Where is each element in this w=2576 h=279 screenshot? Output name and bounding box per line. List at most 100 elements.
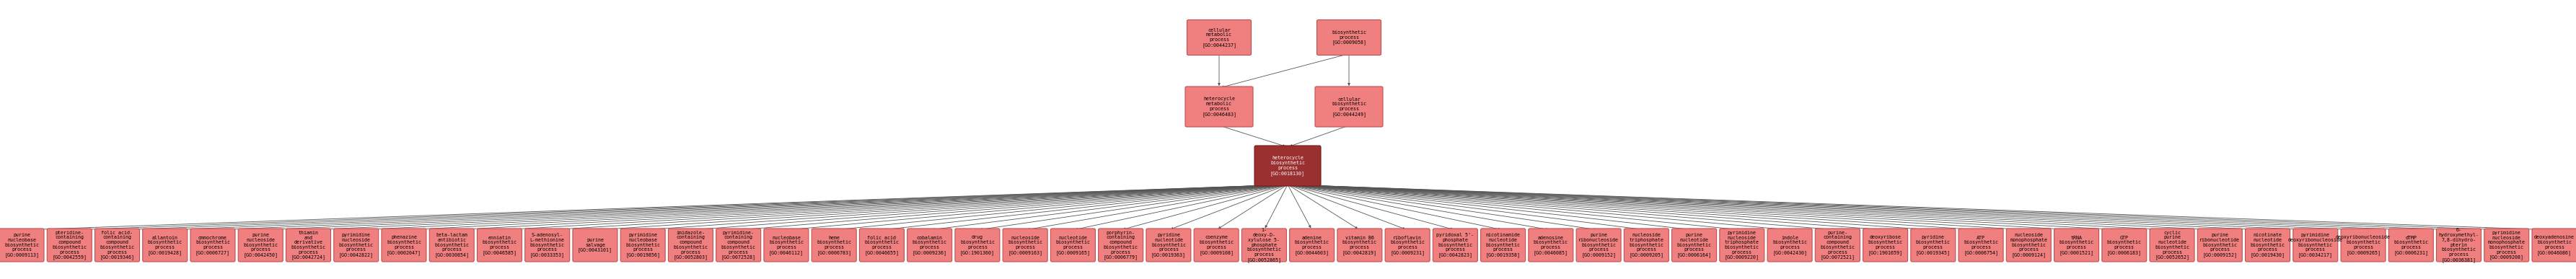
Text: pyrimidine
deoxyribonucleoside
biosynthetic
process
[GO:0034217]: pyrimidine deoxyribonucleoside biosynthe… <box>2287 233 2342 257</box>
Text: cobalamin
biosynthetic
process
[GO:0009236]: cobalamin biosynthetic process [GO:00092… <box>912 235 948 255</box>
Text: 1-
deoxy-D-
xylulose 5-
phosphate
biosynthetic
process
[GO:0052865]: 1- deoxy-D- xylulose 5- phosphate biosyn… <box>1247 228 1280 262</box>
FancyBboxPatch shape <box>1146 229 1190 262</box>
Text: folic acid
biosynthetic
process
[GO:0046655]: folic acid biosynthetic process [GO:0046… <box>866 235 899 255</box>
Text: adenine
biosynthetic
process
[GO:0044603]: adenine biosynthetic process [GO:0044603… <box>1296 235 1329 255</box>
FancyBboxPatch shape <box>0 229 44 262</box>
FancyBboxPatch shape <box>477 229 523 262</box>
FancyBboxPatch shape <box>1337 229 1383 262</box>
Text: dTMP
biosynthetic
process
[GO:0006231]: dTMP biosynthetic process [GO:0006231] <box>2393 235 2429 255</box>
Text: purine
nucleobase
biosynthetic
process
[GO:0009113]: purine nucleobase biosynthetic process [… <box>5 233 39 257</box>
FancyBboxPatch shape <box>95 229 139 262</box>
FancyBboxPatch shape <box>1528 229 1574 262</box>
Text: purine
nucleotide
biosynthetic
process
[GO:0006164]: purine nucleotide biosynthetic process [… <box>1677 233 1710 257</box>
FancyBboxPatch shape <box>572 229 618 262</box>
Text: riboflavin
biosynthetic
process
[GO:0009231]: riboflavin biosynthetic process [GO:0009… <box>1391 235 1425 255</box>
FancyBboxPatch shape <box>1316 86 1383 127</box>
Text: S-adenosyl-
L-methionine
biosynthetic
process
[GO:0033353]: S-adenosyl- L-methionine biosynthetic pr… <box>531 233 564 257</box>
Text: purine
ribonucleoside
biosynthetic
process
[GO:0009152]: purine ribonucleoside biosynthetic proce… <box>1579 233 1618 257</box>
FancyBboxPatch shape <box>1002 229 1048 262</box>
FancyBboxPatch shape <box>142 229 188 262</box>
FancyBboxPatch shape <box>430 229 474 262</box>
FancyBboxPatch shape <box>237 229 283 262</box>
FancyBboxPatch shape <box>2532 229 2576 262</box>
Text: ATP
biosynthetic
process
[GO:0006754]: ATP biosynthetic process [GO:0006754] <box>1963 235 1999 255</box>
FancyBboxPatch shape <box>1577 229 1620 262</box>
FancyBboxPatch shape <box>2197 229 2241 262</box>
FancyBboxPatch shape <box>2053 229 2099 262</box>
FancyBboxPatch shape <box>46 229 93 262</box>
Text: pyrimidine
nucleoside
monophosphate
biosynthetic
process
[GO:0009208]: pyrimidine nucleoside monophosphate bios… <box>2488 230 2524 260</box>
FancyBboxPatch shape <box>2437 229 2481 262</box>
FancyBboxPatch shape <box>1386 229 1430 262</box>
FancyBboxPatch shape <box>716 229 760 262</box>
FancyBboxPatch shape <box>1481 229 1525 262</box>
FancyBboxPatch shape <box>1291 229 1334 262</box>
Text: tRNA
biosynthetic
process
[GO:0001521]: tRNA biosynthetic process [GO:0001521] <box>2058 235 2094 255</box>
Text: pyrimidine
nucleoside
biosynthetic
process
[GO:0042822]: pyrimidine nucleoside biosynthetic proce… <box>340 233 374 257</box>
FancyBboxPatch shape <box>667 229 714 262</box>
Text: pteridine-
containing
compound
biosynthetic
process
[GO:0042559]: pteridine- containing compound biosynthe… <box>52 230 88 260</box>
FancyBboxPatch shape <box>1051 229 1095 262</box>
Text: GTP
biosynthetic
process
[GO:0006183]: GTP biosynthetic process [GO:0006183] <box>2107 235 2141 255</box>
Text: pyrimidine
nucleobase
biosynthetic
process
[GO:0019856]: pyrimidine nucleobase biosynthetic proce… <box>626 233 659 257</box>
FancyBboxPatch shape <box>1911 229 1955 262</box>
FancyBboxPatch shape <box>811 229 855 262</box>
Text: cyclic
purine
nucleotide
biosynthetic
process
[GO:0052652]: cyclic purine nucleotide biosynthetic pr… <box>2154 230 2190 260</box>
Text: pyridoxal 5'-
phosphate
biosynthetic
process
[GO:0042823]: pyridoxal 5'- phosphate biosynthetic pro… <box>1437 233 1473 257</box>
FancyBboxPatch shape <box>956 229 999 262</box>
FancyBboxPatch shape <box>381 229 425 262</box>
Text: purine
salvage
[GO:0043101]: purine salvage [GO:0043101] <box>577 238 613 252</box>
Text: 6-
hydroxymethyl-
7,8-dihydro-
pterin
biosynthetic
process
[GO:0036381]: 6- hydroxymethyl- 7,8-dihydro- pterin bi… <box>2439 228 2478 262</box>
FancyBboxPatch shape <box>1958 229 2004 262</box>
Text: nicotinamide
nucleotide
biosynthetic
process
[GO:0019358]: nicotinamide nucleotide biosynthetic pro… <box>1486 233 1520 257</box>
FancyBboxPatch shape <box>191 229 234 262</box>
Text: drug
biosynthetic
process
[GO:1901360]: drug biosynthetic process [GO:1901360] <box>961 235 994 255</box>
Text: thiamin
and
derivative
biosynthetic
process
[GO:0042724]: thiamin and derivative biosynthetic proc… <box>291 230 325 260</box>
Text: phenazine
biosynthetic
process
[GO:0002047]: phenazine biosynthetic process [GO:00020… <box>386 235 422 255</box>
FancyBboxPatch shape <box>1862 229 1909 262</box>
Text: beta-lactam
antibiotic
biosynthetic
process
[GO:0030854]: beta-lactam antibiotic biosynthetic proc… <box>435 233 469 257</box>
Text: biosynthetic
process
[GO:0009058]: biosynthetic process [GO:0009058] <box>1332 30 1365 45</box>
Text: nucleoside
triphosphate
biosynthetic
process
[GO:0009205]: nucleoside triphosphate biosynthetic pro… <box>1628 233 1664 257</box>
Text: deoxyribonucleoside
biosynthetic
process
[GO:0009265]: deoxyribonucleoside biosynthetic process… <box>2336 235 2391 255</box>
FancyBboxPatch shape <box>2007 229 2050 262</box>
FancyBboxPatch shape <box>1767 229 1811 262</box>
FancyBboxPatch shape <box>2151 229 2195 262</box>
Text: coenzyme
biosynthetic
process
[GO:0009108]: coenzyme biosynthetic process [GO:000910… <box>1198 235 1234 255</box>
Text: ommochrome
biosynthetic
process
[GO:0006727]: ommochrome biosynthetic process [GO:0006… <box>196 235 229 255</box>
Text: heterocycle
biosynthetic
process
[GO:0018130]: heterocycle biosynthetic process [GO:001… <box>1270 156 1306 175</box>
Text: cellular
metabolic
process
[GO:0044237]: cellular metabolic process [GO:0044237] <box>1203 28 1236 47</box>
FancyBboxPatch shape <box>526 229 569 262</box>
FancyBboxPatch shape <box>1255 146 1321 186</box>
Text: purine-
containing
compound
biosynthetic
process
[GO:0072521]: purine- containing compound biosynthetic… <box>1821 230 1855 260</box>
FancyBboxPatch shape <box>1721 229 1765 262</box>
FancyBboxPatch shape <box>335 229 379 262</box>
Text: nucleoside
monophosphate
biosynthetic
process
[GO:0009124]: nucleoside monophosphate biosynthetic pr… <box>2009 233 2048 257</box>
FancyBboxPatch shape <box>907 229 953 262</box>
Text: deoxyadenosine
biosynthetic
process
[GO:0046086]: deoxyadenosine biosynthetic process [GO:… <box>2535 235 2573 255</box>
Text: pyridine
biosynthetic
process
[GO:0019345]: pyridine biosynthetic process [GO:001934… <box>1917 235 1950 255</box>
Text: nucleobase
biosynthetic
process
[GO:0046112]: nucleobase biosynthetic process [GO:0046… <box>768 235 804 255</box>
Text: enniatin
biosynthetic
process
[GO:0046585]: enniatin biosynthetic process [GO:004658… <box>482 235 518 255</box>
Text: allantoin
biosynthetic
process
[GO:0019428]: allantoin biosynthetic process [GO:00194… <box>147 235 183 255</box>
Text: adenosine
biosynthetic
process
[GO:0046085]: adenosine biosynthetic process [GO:00460… <box>1533 235 1569 255</box>
Text: heme
biosynthetic
process
[GO:0006783]: heme biosynthetic process [GO:0006783] <box>817 235 850 255</box>
FancyBboxPatch shape <box>1242 229 1285 262</box>
Text: purine
ribonucleotide
biosynthetic
process
[GO:0009152]: purine ribonucleotide biosynthetic proce… <box>2200 233 2241 257</box>
FancyBboxPatch shape <box>2246 229 2290 262</box>
FancyBboxPatch shape <box>1623 229 1669 262</box>
Text: purine
nucleoside
biosynthetic
process
[GO:0042450]: purine nucleoside biosynthetic process [… <box>242 233 278 257</box>
FancyBboxPatch shape <box>286 229 330 262</box>
FancyBboxPatch shape <box>2342 229 2385 262</box>
FancyBboxPatch shape <box>1316 20 1381 55</box>
FancyBboxPatch shape <box>860 229 904 262</box>
Text: nucleoside
biosynthetic
process
[GO:0009163]: nucleoside biosynthetic process [GO:0009… <box>1007 235 1043 255</box>
FancyBboxPatch shape <box>1185 86 1252 127</box>
FancyBboxPatch shape <box>1188 20 1252 55</box>
FancyBboxPatch shape <box>1432 229 1479 262</box>
Text: nicotinate
nucleotide
biosynthetic
process
[GO:0019430]: nicotinate nucleotide biosynthetic proce… <box>2251 233 2285 257</box>
Text: pyrimidine-
containing
compound
biosynthetic
process
[GO:0072528]: pyrimidine- containing compound biosynth… <box>721 230 755 260</box>
Text: porphyrin-
containing
compound
biosynthetic
process
[GO:0006779]: porphyrin- containing compound biosynthe… <box>1103 230 1139 260</box>
Text: cellular
biosynthetic
process
[GO:0044249]: cellular biosynthetic process [GO:004424… <box>1332 97 1365 116</box>
FancyBboxPatch shape <box>1193 229 1239 262</box>
